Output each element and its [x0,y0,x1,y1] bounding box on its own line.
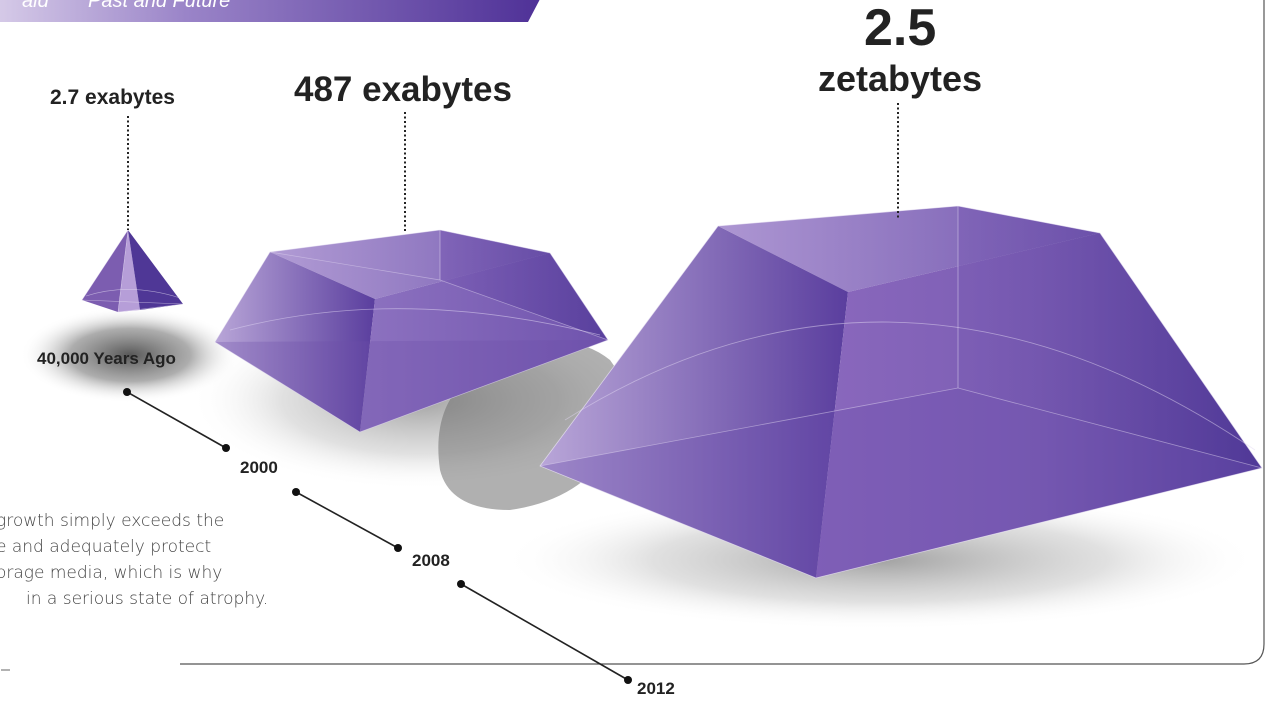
body-line-1: growth simply exceeds the [0,511,225,531]
volume-number-large: 2.5 [864,0,937,57]
body-paragraph: growth simply exceeds the e and adequate… [0,508,268,612]
timeline-label-2008: 2008 [412,551,450,570]
volume-unit-large: zetabytes [818,58,983,99]
volume-label-small: 2.7 exabytes [50,86,175,109]
large-frustum-shape [539,205,1263,579]
header-title-left: ald [22,0,49,12]
header-title: Past and Future [88,0,231,12]
timeline-label-40000-years: 40,000 Years Ago [37,349,176,368]
timeline-line [123,388,632,684]
header-band [0,0,540,22]
timeline-label-2000: 2000 [240,458,278,477]
medium-frustum-shape [214,229,609,433]
body-line-2: e and adequately protect [0,537,212,557]
volume-label-medium: 487 exabytes [294,70,512,109]
timeline-label-2012: 2012 [637,679,675,698]
body-line-3: orage media, which is why [0,563,223,583]
small-pyramid-shape [81,229,184,313]
body-line-4: in a serious state of atrophy. [26,589,269,609]
